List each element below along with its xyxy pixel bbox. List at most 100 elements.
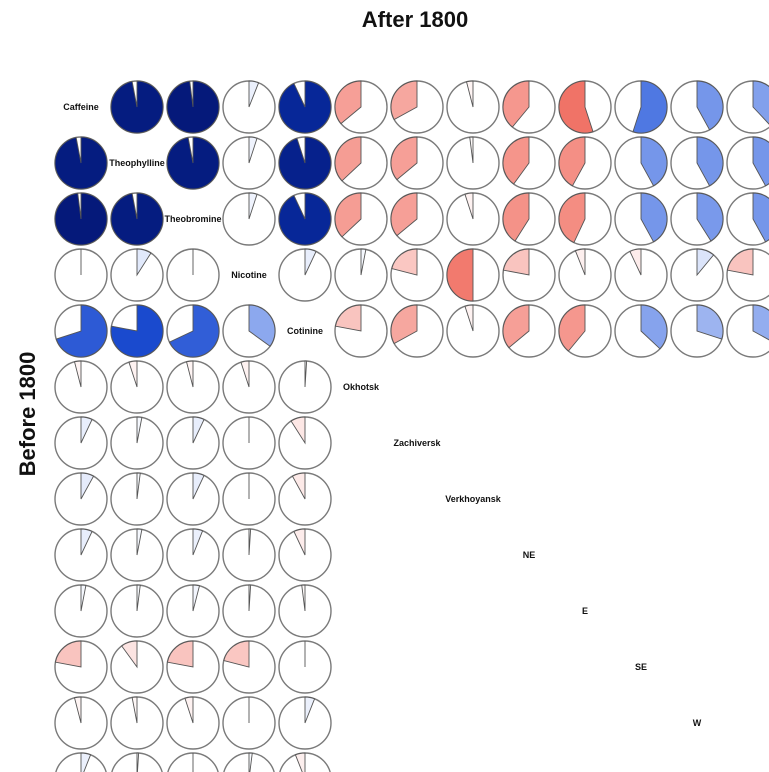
- lower-pie-e-nicotine: [222, 584, 276, 638]
- upper-pie-theobromine-nicotine: [222, 192, 276, 246]
- upper-pie-theophylline-theobromine: [166, 136, 220, 190]
- upper-pie-theobromine-zachiversk: [390, 192, 444, 246]
- lower-pie-e-theobromine: [166, 584, 220, 638]
- upper-pie-nicotine-zachiversk: [390, 248, 444, 302]
- upper-pie-caffeine-zachiversk: [390, 80, 444, 134]
- lower-pie-ne-theobromine: [166, 528, 220, 582]
- lower-pie-cotinine-caffeine: [54, 304, 108, 358]
- upper-pie-caffeine-nw: [726, 80, 769, 134]
- diagonal-label-cotinine: Cotinine: [287, 326, 323, 336]
- upper-pie-theophylline-nicotine: [222, 136, 276, 190]
- pie-cells: [54, 80, 769, 772]
- upper-pie-caffeine-cotinine: [278, 80, 332, 134]
- lower-pie-verkhoyansk-caffeine: [54, 472, 108, 526]
- lower-pie-se-nicotine: [222, 640, 276, 694]
- upper-pie-theophylline-e: [558, 136, 612, 190]
- upper-pie-theophylline-cotinine: [278, 136, 332, 190]
- lower-pie-ne-cotinine: [278, 528, 332, 582]
- lower-pie-se-theobromine: [166, 640, 220, 694]
- lower-pie-nicotine-caffeine: [54, 248, 108, 302]
- diagonal-label-okhotsk: Okhotsk: [343, 382, 380, 392]
- upper-pie-nicotine-w: [670, 248, 724, 302]
- lower-pie-okhotsk-theobromine: [166, 360, 220, 414]
- lower-pie-e-cotinine: [278, 584, 332, 638]
- lower-pie-verkhoyansk-theobromine: [166, 472, 220, 526]
- diagonal-label-e: E: [582, 606, 588, 616]
- upper-pie-nicotine-okhotsk: [334, 248, 388, 302]
- upper-pie-cotinine-se: [614, 304, 668, 358]
- upper-pie-theophylline-okhotsk: [334, 136, 388, 190]
- lower-pie-e-theophylline: [110, 584, 164, 638]
- diagonal-label-zachiversk: Zachiversk: [393, 438, 441, 448]
- upper-pie-theobromine-verkhoyansk: [446, 192, 500, 246]
- lower-pie-okhotsk-cotinine: [278, 360, 332, 414]
- upper-pie-theophylline-w: [670, 136, 724, 190]
- lower-pie-verkhoyansk-theophylline: [110, 472, 164, 526]
- upper-pie-theophylline-nw: [726, 136, 769, 190]
- upper-pie-caffeine-ne: [502, 80, 556, 134]
- lower-pie-ne-nicotine: [222, 528, 276, 582]
- lower-pie-zachiversk-theophylline: [110, 416, 164, 470]
- diagonal-label-theophylline: Theophylline: [109, 158, 165, 168]
- upper-pie-theophylline-zachiversk: [390, 136, 444, 190]
- lower-pie-se-cotinine: [278, 640, 332, 694]
- upper-pie-cotinine-ne: [502, 304, 556, 358]
- lower-pie-se-theophylline: [110, 640, 164, 694]
- upper-pie-caffeine-okhotsk: [334, 80, 388, 134]
- upper-pie-theophylline-se: [614, 136, 668, 190]
- upper-pie-nicotine-ne: [502, 248, 556, 302]
- lower-pie-nicotine-theobromine: [166, 248, 220, 302]
- diagonal-label-nicotine: Nicotine: [231, 270, 267, 280]
- lower-pie-w-theobromine: [166, 696, 220, 750]
- lower-pie-okhotsk-nicotine: [222, 360, 276, 414]
- lower-pie-verkhoyansk-nicotine: [222, 472, 276, 526]
- diagonal-label-verkhoyansk: Verkhoyansk: [445, 494, 502, 504]
- upper-pie-theobromine-okhotsk: [334, 192, 388, 246]
- upper-pie-nicotine-nw: [726, 248, 769, 302]
- lower-pie-theobromine-theophylline: [110, 192, 164, 246]
- lower-pie-w-caffeine: [54, 696, 108, 750]
- upper-pie-theophylline-verkhoyansk: [446, 136, 500, 190]
- lower-pie-ne-caffeine: [54, 528, 108, 582]
- upper-pie-theobromine-w: [670, 192, 724, 246]
- diagonal-label-caffeine: Caffeine: [63, 102, 99, 112]
- lower-pie-se-caffeine: [54, 640, 108, 694]
- diagonal-label-se: SE: [635, 662, 647, 672]
- upper-pie-nicotine-se: [614, 248, 668, 302]
- upper-pie-cotinine-zachiversk: [390, 304, 444, 358]
- diagonal-label-theobromine: Theobromine: [164, 214, 221, 224]
- lower-pie-zachiversk-nicotine: [222, 416, 276, 470]
- lower-pie-nw-theobromine: [167, 752, 219, 772]
- chart-title-left: Before 1800: [15, 352, 40, 477]
- lower-pie-theobromine-caffeine: [54, 192, 108, 246]
- upper-pie-nicotine-cotinine: [278, 248, 332, 302]
- lower-pie-nw-caffeine: [55, 752, 107, 772]
- lower-pie-cotinine-theobromine: [166, 304, 220, 358]
- upper-pie-theobromine-se: [614, 192, 668, 246]
- upper-pie-theobromine-ne: [502, 192, 556, 246]
- lower-pie-w-theophylline: [110, 696, 164, 750]
- lower-pie-zachiversk-cotinine: [278, 416, 332, 470]
- upper-pie-caffeine-nicotine: [222, 80, 276, 134]
- lower-pie-okhotsk-theophylline: [110, 360, 164, 414]
- diagonal-label-ne: NE: [523, 550, 536, 560]
- variable-labels: Caffeine Theophylline Theobromine Nicotine C…: [63, 102, 702, 728]
- lower-pie-w-nicotine: [222, 696, 276, 750]
- lower-pie-okhotsk-caffeine: [54, 360, 108, 414]
- upper-pie-nicotine-e: [558, 248, 612, 302]
- lower-pie-zachiversk-caffeine: [54, 416, 108, 470]
- upper-pie-cotinine-w: [670, 304, 724, 358]
- upper-pie-cotinine-nw: [726, 304, 769, 358]
- upper-pie-caffeine-theophylline: [110, 80, 164, 134]
- lower-pie-ne-theophylline: [110, 528, 164, 582]
- lower-pie-cotinine-theophylline: [110, 304, 164, 358]
- lower-pie-cotinine-nicotine: [222, 304, 276, 358]
- upper-pie-caffeine-theobromine: [166, 80, 220, 134]
- chart-title-top: After 1800: [362, 7, 468, 32]
- lower-pie-theophylline-caffeine: [54, 136, 108, 190]
- upper-pie-caffeine-verkhoyansk: [446, 80, 500, 134]
- upper-pie-nicotine-verkhoyansk: [446, 248, 500, 302]
- upper-pie-theobromine-cotinine: [278, 192, 332, 246]
- upper-pie-cotinine-verkhoyansk: [446, 304, 500, 358]
